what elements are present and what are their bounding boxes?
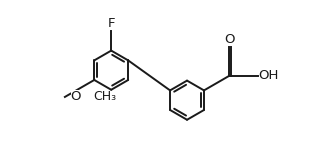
Text: OH: OH xyxy=(259,69,279,82)
Text: F: F xyxy=(108,17,115,30)
Text: O: O xyxy=(71,90,81,103)
Text: CH₃: CH₃ xyxy=(93,90,117,103)
Text: O: O xyxy=(225,33,235,46)
